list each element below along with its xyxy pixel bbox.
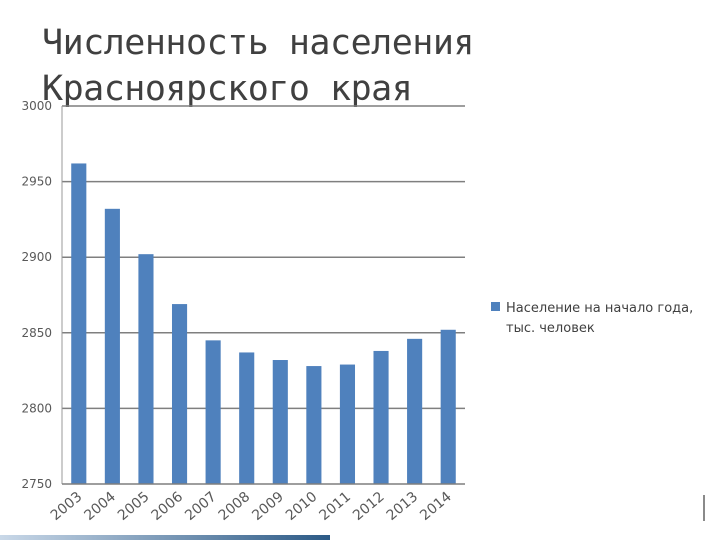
x-tick-label: 2010	[283, 489, 321, 524]
bar	[440, 329, 456, 484]
x-tick-label: 2014	[417, 489, 455, 524]
edge-divider	[703, 495, 705, 521]
chart-title-line-2: Красноярского края	[42, 69, 413, 109]
x-tick-label: 2003	[48, 489, 86, 524]
x-tick-label: 2008	[216, 489, 254, 524]
y-tick-label: 2800	[21, 401, 52, 415]
bar	[104, 208, 120, 485]
legend-label: Население на начало года,	[506, 301, 693, 316]
x-tick-label: 2009	[249, 489, 287, 524]
chart-title-line-1: Численность населения	[42, 23, 475, 63]
bottom-accent-strip	[0, 535, 330, 540]
x-tick-label: 2006	[149, 489, 187, 524]
bar	[339, 364, 356, 484]
y-tick-label: 2750	[21, 477, 52, 491]
x-tick-label: 2004	[81, 489, 119, 524]
x-tick-label: 2011	[316, 489, 354, 524]
bar	[373, 350, 389, 484]
bar	[205, 340, 221, 484]
legend-label: тыс. человек	[506, 321, 595, 336]
bar	[306, 366, 322, 484]
bar	[138, 254, 154, 484]
legend-swatch	[491, 302, 500, 311]
bar	[71, 163, 87, 484]
x-tick-label: 2007	[182, 489, 220, 524]
bar	[239, 352, 255, 484]
y-tick-label: 2950	[21, 175, 52, 189]
y-tick-label: 2900	[21, 250, 52, 264]
x-tick-label: 2013	[384, 489, 422, 524]
bar	[171, 304, 188, 484]
y-tick-label: 2850	[21, 326, 52, 340]
x-tick-label: 2005	[115, 489, 153, 524]
bar	[407, 338, 423, 484]
y-tick-label: 3000	[21, 99, 52, 113]
chart-title: Численность населения Красноярского края	[42, 20, 512, 112]
bar	[272, 360, 288, 484]
x-tick-label: 2012	[350, 489, 388, 524]
